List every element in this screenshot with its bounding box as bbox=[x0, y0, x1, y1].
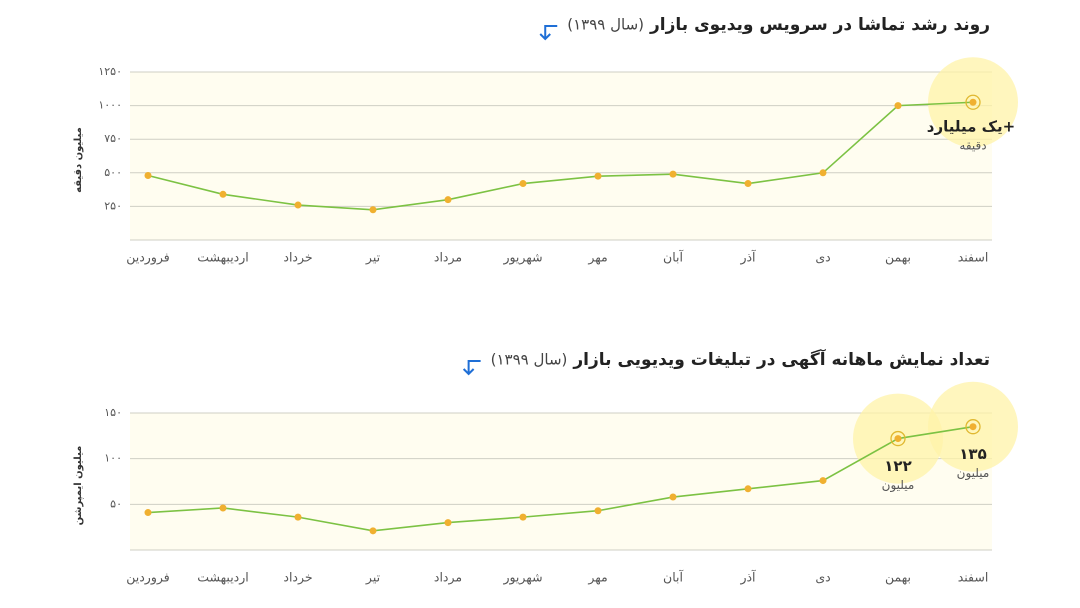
data-point bbox=[144, 171, 152, 179]
x-tick-label: مرداد bbox=[434, 570, 462, 586]
x-tick-label: دی bbox=[815, 570, 830, 585]
y-axis-label: میلیون ایمپرشن bbox=[73, 446, 84, 526]
x-tick-label: آذر bbox=[739, 570, 756, 586]
x-tick-label: مهر bbox=[587, 250, 607, 266]
y-tick-label: ۷۵۰ bbox=[104, 132, 122, 145]
highlight-ring bbox=[965, 94, 981, 110]
data-point bbox=[444, 196, 452, 204]
data-line bbox=[147, 425, 974, 532]
value-label: ۱۲۲ bbox=[884, 457, 911, 475]
data-point bbox=[594, 507, 602, 515]
data-point bbox=[294, 513, 302, 521]
x-tick-label: اردیبهشت bbox=[197, 570, 249, 586]
data-point bbox=[819, 169, 827, 177]
x-tick-label: تیر bbox=[365, 250, 381, 266]
data-point bbox=[669, 170, 677, 178]
data-point bbox=[744, 485, 752, 493]
y-tick-label: ۱۵۰ bbox=[104, 406, 122, 419]
highlight-ring bbox=[890, 430, 906, 447]
x-tick-label: دی bbox=[815, 250, 830, 265]
annotation: +یک میلیارد bbox=[927, 118, 1015, 136]
data-point bbox=[894, 435, 902, 443]
x-tick-label: مرداد bbox=[434, 250, 462, 266]
x-tick-label: خرداد bbox=[283, 250, 312, 266]
chart-title: تعداد نمایش ماهانه آگهی در تبلیغات ویدیو… bbox=[572, 348, 990, 370]
y-tick-label: ۱۰۰ bbox=[104, 452, 122, 465]
y-tick-label: ۱۰۰۰ bbox=[98, 99, 122, 112]
data-point bbox=[744, 180, 752, 188]
data-point bbox=[819, 477, 827, 485]
data-point bbox=[219, 190, 227, 198]
x-tick-label: شهریور bbox=[502, 250, 542, 266]
data-point bbox=[444, 519, 452, 527]
annotation-unit: دقیقه bbox=[959, 139, 986, 153]
download-icon bbox=[462, 360, 481, 376]
y-axis-label: میلیون دقیقه bbox=[73, 127, 84, 193]
chart-subtitle: (سال ۱۳۹۹) bbox=[491, 351, 568, 369]
data-line bbox=[147, 101, 974, 211]
data-point bbox=[894, 102, 902, 110]
x-tick-label: تیر bbox=[365, 570, 381, 586]
value-label: ۱۳۵ bbox=[959, 445, 986, 463]
data-point bbox=[294, 201, 302, 209]
data-point bbox=[969, 423, 977, 431]
data-point bbox=[519, 513, 527, 521]
download-icon bbox=[539, 25, 558, 41]
highlight-ring bbox=[965, 419, 981, 435]
data-point bbox=[219, 504, 227, 512]
value-label-unit: میلیون bbox=[957, 466, 990, 481]
x-tick-label: اسفند bbox=[958, 250, 989, 265]
x-tick-label: آذر bbox=[739, 250, 756, 266]
x-tick-label: فروردین bbox=[126, 570, 170, 586]
x-tick-label: شهریور bbox=[502, 570, 542, 586]
plot-background bbox=[130, 72, 992, 240]
y-tick-label: ۱۲۵۰ bbox=[98, 65, 122, 78]
data-point bbox=[594, 172, 602, 180]
data-point bbox=[369, 206, 377, 214]
x-tick-label: خرداد bbox=[283, 570, 312, 586]
x-tick-label: اسفند bbox=[958, 570, 989, 585]
y-tick-label: ۵۰ bbox=[110, 497, 122, 510]
data-point bbox=[144, 509, 152, 517]
y-tick-label: ۵۰۰ bbox=[104, 166, 122, 179]
x-tick-label: فروردین bbox=[126, 250, 170, 266]
data-point bbox=[519, 180, 527, 188]
data-point bbox=[969, 98, 977, 106]
chart-subtitle: (سال ۱۳۹۹) bbox=[567, 16, 644, 34]
x-tick-label: اردیبهشت bbox=[197, 250, 249, 266]
plot-background bbox=[130, 413, 992, 550]
data-point bbox=[669, 493, 677, 501]
x-tick-label: بهمن bbox=[885, 250, 911, 266]
chart-title: روند رشد تماشا در سرویس ویدیوی بازار bbox=[649, 15, 990, 35]
x-tick-label: مهر bbox=[587, 570, 607, 586]
x-tick-label: بهمن bbox=[885, 570, 911, 586]
value-label-unit: میلیون bbox=[882, 478, 915, 493]
data-point bbox=[369, 527, 377, 535]
x-tick-label: آبان bbox=[663, 250, 683, 265]
y-tick-label: ۲۵۰ bbox=[104, 199, 122, 212]
x-tick-label: آبان bbox=[663, 570, 683, 585]
